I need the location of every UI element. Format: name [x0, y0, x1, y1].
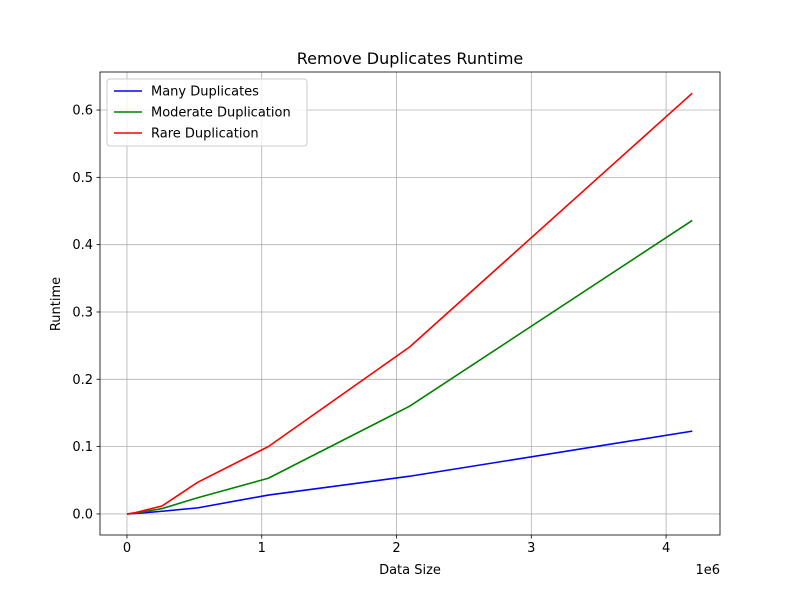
y-tick-label: 0.4	[72, 238, 93, 253]
x-axis-offset-label: 1e6	[695, 563, 720, 578]
series-lines	[126, 92, 693, 515]
x-tick-label: 4	[662, 541, 670, 556]
legend-box	[106, 78, 308, 147]
y-tick-label: 0.0	[72, 507, 93, 522]
x-tick-label: 1	[258, 541, 266, 556]
chart-title: Remove Duplicates Runtime	[297, 49, 524, 68]
legend-entry-label: Moderate Duplication	[151, 106, 291, 121]
x-tick-label: 0	[123, 541, 131, 556]
series-line	[126, 92, 693, 515]
y-tick-label: 0.3	[72, 305, 93, 320]
plot-frame	[99, 71, 721, 536]
y-tick-label: 0.2	[72, 373, 93, 388]
legend-entry-label: Rare Duplication	[151, 127, 259, 142]
x-tick-label: 2	[392, 541, 400, 556]
plot-area	[100, 72, 720, 535]
x-axis-label: Data Size	[379, 563, 441, 578]
legend: Many Duplicates Moderate Duplication Rare …	[106, 78, 308, 147]
y-tick-label: 0.1	[72, 440, 93, 455]
y-tick-label: 0.6	[72, 104, 93, 119]
axis-ticks: 0 1 2 3 4 0.0 0.1 0.2 0.3 0.4 0.5 0.6	[72, 104, 670, 556]
legend-entry-label: Many Duplicates	[151, 85, 259, 100]
x-tick-label: 3	[527, 541, 535, 556]
y-axis-label: Runtime	[49, 277, 64, 331]
grid-lines	[100, 72, 720, 535]
y-tick-label: 0.5	[72, 171, 93, 186]
